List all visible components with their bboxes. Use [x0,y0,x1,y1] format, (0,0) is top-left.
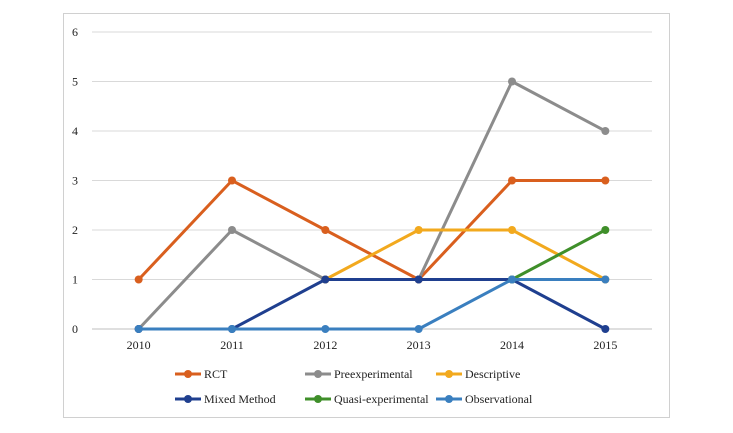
x-axis-ticks: 2010 2011 2012 2013 2014 2015 [127,338,618,352]
data-point-observational [228,325,236,333]
y-tick-label: 0 [72,322,78,336]
data-point-quasi-experimental [601,226,610,234]
legend-item-rct: RCT [175,367,228,381]
data-point-preexperimental [228,226,236,234]
data-point-rct [321,226,330,234]
data-point-rct [228,176,236,185]
y-axis-ticks: 0 1 2 3 4 5 6 [72,25,78,336]
legend-marker [314,395,322,403]
legend-item-descriptive: Descriptive [436,367,520,381]
data-point-descriptive [414,226,423,234]
legend-item-quasi-experimental: Quasi-experimental [305,392,429,406]
data-point-observational [321,325,330,333]
legend-item-mixed-method: Mixed Method [175,392,276,406]
data-point-observational [134,325,143,333]
data-point-preexperimental [601,127,610,135]
data-point-rct [601,176,610,185]
legend-label: Quasi-experimental [334,392,429,406]
data-point-rct [134,275,143,284]
x-tick-label: 2015 [593,338,617,352]
legend-label: RCT [204,367,228,381]
y-tick-label: 1 [72,273,78,287]
data-point-rct [508,176,516,185]
y-tick-label: 4 [72,124,78,138]
y-tick-label: 3 [72,174,78,188]
legend-label: Mixed Method [204,392,276,406]
y-tick-label: 2 [72,223,78,237]
data-point-mixed-method [321,275,330,284]
y-tick-label: 5 [72,75,78,89]
x-tick-label: 2013 [407,338,431,352]
data-point-observational [508,275,516,284]
y-tick-label: 6 [72,25,78,39]
legend-marker [184,395,192,403]
legend-item-observational: Observational [436,392,533,406]
series-line-mixed-method [138,278,607,331]
chart-frame [63,13,670,418]
legend-marker [184,370,192,378]
legend-label: Preexperimental [334,367,413,381]
data-point-mixed-method [601,325,610,333]
series-lines [134,77,610,333]
legend-item-preexperimental: Preexperimental [305,367,413,381]
series-line-quasi-experimental [511,228,607,281]
legend-label: Descriptive [465,367,520,381]
series-line-descriptive [324,228,607,281]
x-tick-label: 2014 [500,338,524,352]
legend-label: Observational [465,392,533,406]
data-point-observational [414,325,423,333]
x-tick-label: 2011 [220,338,244,352]
data-point-mixed-method [414,275,423,284]
legend: RCT Preexperimental Descriptive Mixed Metho… [175,367,533,406]
legend-marker [314,370,322,378]
data-point-preexperimental [508,77,516,86]
x-tick-label: 2012 [313,338,337,352]
x-tick-label: 2010 [127,338,151,352]
legend-marker [445,395,453,403]
legend-marker [445,370,453,378]
data-point-observational [601,275,610,284]
data-point-descriptive [508,226,516,234]
series-line-observational [138,278,606,331]
